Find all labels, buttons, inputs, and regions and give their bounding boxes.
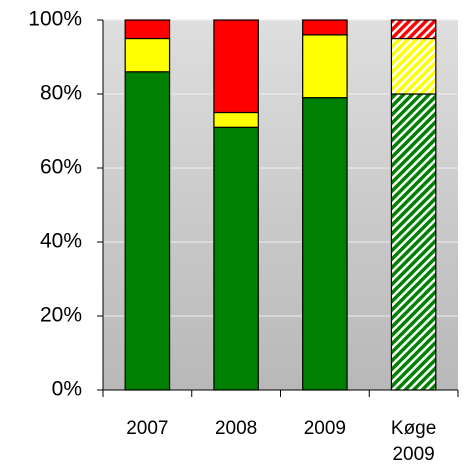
y-tick-label: 0%	[52, 378, 82, 401]
bar-segment	[213, 126, 259, 391]
bar-segment	[302, 34, 348, 99]
bar-segment	[213, 19, 259, 114]
bar-segment	[390, 93, 437, 391]
y-tick-label: 40%	[40, 230, 82, 253]
bar-segment	[302, 97, 348, 391]
x-tick-label: 2009	[303, 418, 347, 439]
y-tick-label: 100%	[28, 8, 82, 31]
bar-segment	[124, 19, 171, 40]
bar-segment	[124, 71, 171, 391]
x-tick-label: 2007	[126, 418, 169, 439]
x-tick-label: 2008	[214, 418, 258, 439]
bar-segment	[302, 19, 348, 36]
y-tick-label: 60%	[40, 156, 82, 179]
y-tick-label: 80%	[40, 82, 82, 105]
bar-segment	[213, 111, 259, 128]
y-tick-label: 20%	[40, 304, 82, 327]
x-tick-label: Køge 2009	[390, 418, 437, 465]
bar-segment	[390, 19, 437, 40]
bar-segment	[390, 37, 437, 95]
bar-segment	[124, 37, 171, 73]
